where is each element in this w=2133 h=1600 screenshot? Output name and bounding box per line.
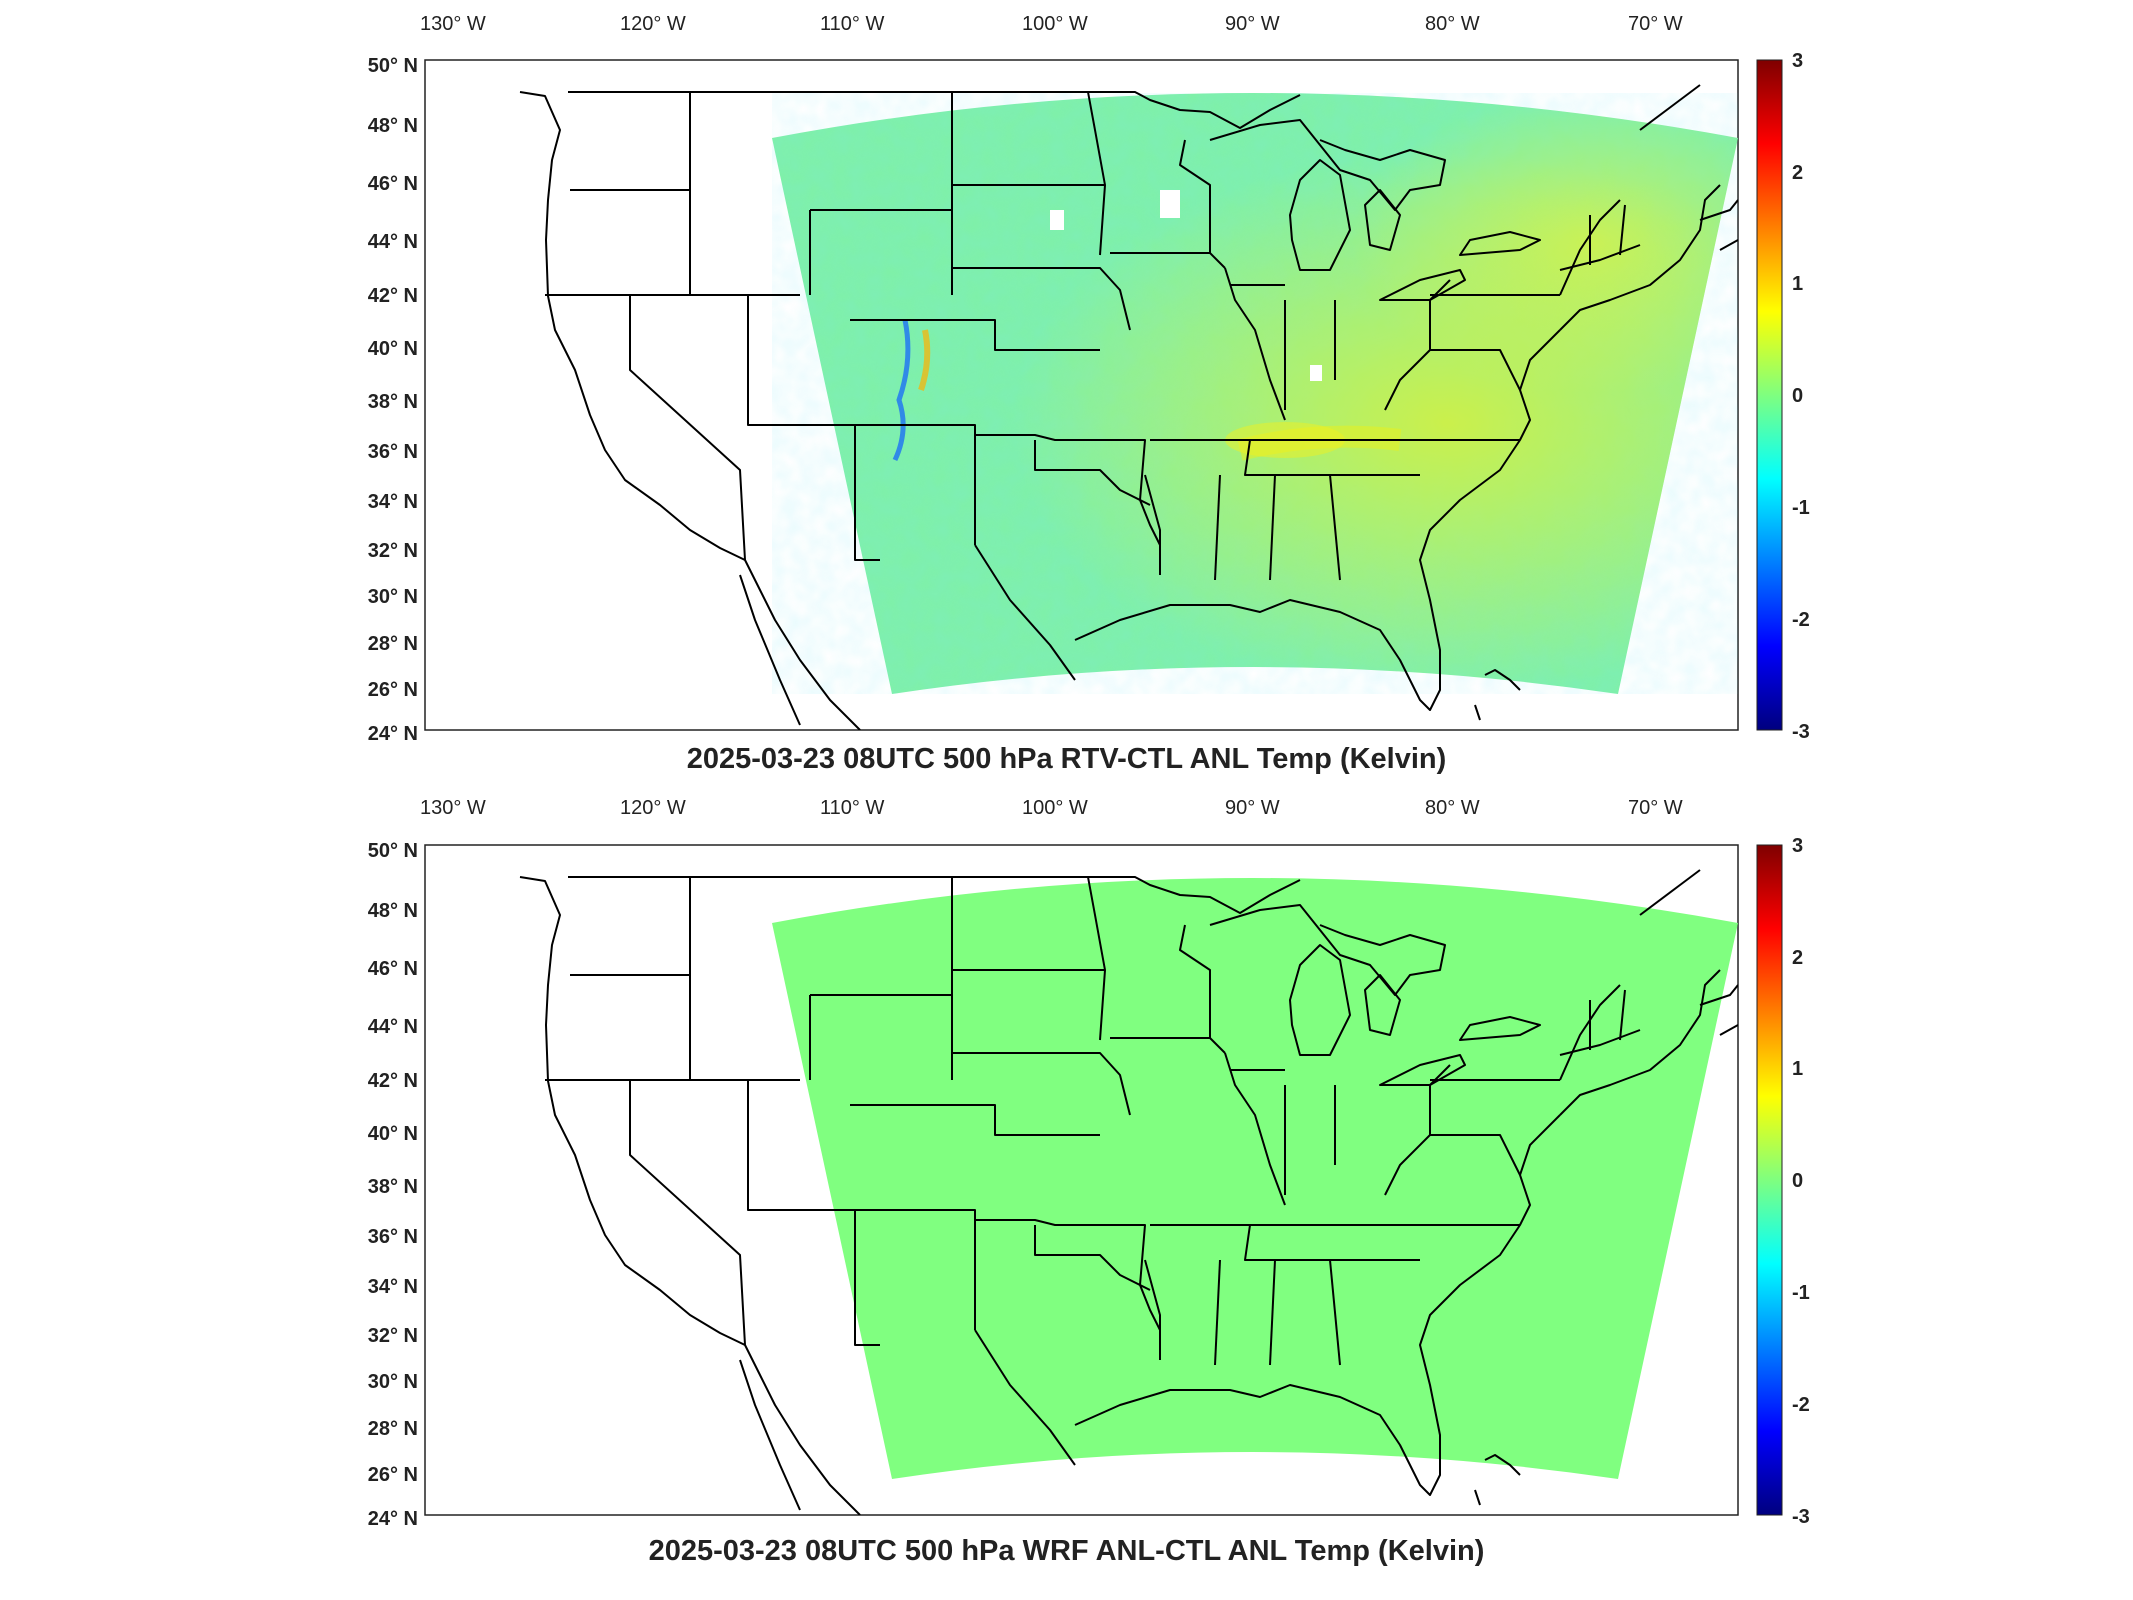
lat-label: 46° N bbox=[368, 173, 418, 195]
colorbar: 3 2 1 0 -1 -2 -3 bbox=[1756, 50, 1810, 743]
panel-title: 2025-03-23 08UTC 500 hPa WRF ANL-CTL ANL… bbox=[648, 1535, 1485, 1567]
lat-label: 50° N bbox=[368, 55, 418, 77]
lat-label: 42° N bbox=[368, 1070, 418, 1092]
lon-label: 100° W bbox=[1022, 797, 1088, 819]
lat-label: 46° N bbox=[368, 958, 418, 980]
lat-label: 44° N bbox=[368, 1016, 418, 1038]
lat-label: 42° N bbox=[368, 285, 418, 307]
lat-label: 26° N bbox=[368, 1464, 418, 1486]
lon-label: 90° W bbox=[1225, 13, 1280, 35]
lat-label: 24° N bbox=[368, 723, 418, 745]
map-figure: 130° W 120° W 110° W 100° W 90° W 80° W … bbox=[368, 13, 1810, 745]
lon-label: 100° W bbox=[1022, 13, 1088, 35]
lat-label: 24° N bbox=[368, 1508, 418, 1530]
colorbar: 3 2 1 0 -1 -2 -3 bbox=[1756, 835, 1810, 1528]
lon-label: 120° W bbox=[620, 13, 686, 35]
colorbar-tick: -2 bbox=[1792, 1394, 1810, 1416]
colorbar-tick: 0 bbox=[1792, 1170, 1803, 1192]
lon-label: 80° W bbox=[1425, 13, 1480, 35]
lon-label: 120° W bbox=[620, 797, 686, 819]
colorbar-tick: 3 bbox=[1792, 835, 1803, 857]
lon-label: 90° W bbox=[1225, 797, 1280, 819]
colorbar-tick: 2 bbox=[1792, 947, 1803, 969]
lat-label: 26° N bbox=[368, 679, 418, 701]
lat-label: 28° N bbox=[368, 1418, 418, 1440]
lat-label: 32° N bbox=[368, 1325, 418, 1347]
lat-label: 44° N bbox=[368, 231, 418, 253]
lon-label: 130° W bbox=[420, 797, 486, 819]
lat-label: 30° N bbox=[368, 1371, 418, 1393]
lon-label: 70° W bbox=[1628, 13, 1683, 35]
lat-label: 40° N bbox=[368, 1123, 418, 1145]
lon-label: 130° W bbox=[420, 13, 486, 35]
lat-label: 32° N bbox=[368, 540, 418, 562]
colorbar-tick: -2 bbox=[1792, 609, 1810, 631]
lat-label: 38° N bbox=[368, 1176, 418, 1198]
colorbar-tick: -3 bbox=[1792, 1506, 1810, 1528]
map-figure: 130° W 120° W 110° W 100° W 90° W 80° W … bbox=[368, 797, 1810, 1530]
state-boundaries bbox=[519, 84, 1738, 730]
map-panel-wrf: 130° W 120° W 110° W 100° W 90° W 80° W … bbox=[0, 790, 2133, 1600]
lat-label: 36° N bbox=[368, 441, 418, 463]
colorbar-ticks: 3 2 1 0 -1 -2 -3 bbox=[1792, 50, 1810, 743]
colorbar-tick: -1 bbox=[1792, 497, 1810, 519]
lat-label: 48° N bbox=[368, 900, 418, 922]
lon-label: 110° W bbox=[820, 13, 884, 35]
colorbar-tick: -3 bbox=[1792, 721, 1810, 743]
lat-label: 36° N bbox=[368, 1226, 418, 1248]
lat-label: 38° N bbox=[368, 391, 418, 413]
lat-label: 50° N bbox=[368, 840, 418, 862]
latitude-labels: 50° N 48° N 46° N 44° N 42° N 40° N 38° … bbox=[368, 840, 418, 1530]
longitude-labels: 130° W 120° W 110° W 100° W 90° W 80° W … bbox=[420, 13, 1683, 35]
colorbar-tick: 1 bbox=[1792, 1058, 1803, 1080]
colorbar-tick: 2 bbox=[1792, 162, 1803, 184]
colorbar-tick: -1 bbox=[1792, 1282, 1810, 1304]
map-panel-rtv: 130° W 120° W 110° W 100° W 90° W 80° W … bbox=[0, 0, 2133, 790]
lat-label: 34° N bbox=[368, 491, 418, 513]
lat-label: 28° N bbox=[368, 633, 418, 655]
lat-label: 40° N bbox=[368, 338, 418, 360]
lat-label: 34° N bbox=[368, 1276, 418, 1298]
colorbar-tick: 3 bbox=[1792, 50, 1803, 72]
latitude-labels: 50° N 48° N 46° N 44° N 42° N 40° N 38° … bbox=[368, 55, 418, 745]
colorbar-tick: 0 bbox=[1792, 385, 1803, 407]
lon-label: 110° W bbox=[820, 797, 884, 819]
panel-title: 2025-03-23 08UTC 500 hPa RTV-CTL ANL Tem… bbox=[686, 743, 1447, 775]
lon-label: 70° W bbox=[1628, 797, 1683, 819]
colorbar-tick: 1 bbox=[1792, 273, 1803, 295]
lon-label: 80° W bbox=[1425, 797, 1480, 819]
lat-label: 30° N bbox=[368, 586, 418, 608]
lat-label: 48° N bbox=[368, 115, 418, 137]
analysis-domain bbox=[772, 878, 1738, 1479]
longitude-labels: 130° W 120° W 110° W 100° W 90° W 80° W … bbox=[420, 797, 1683, 819]
